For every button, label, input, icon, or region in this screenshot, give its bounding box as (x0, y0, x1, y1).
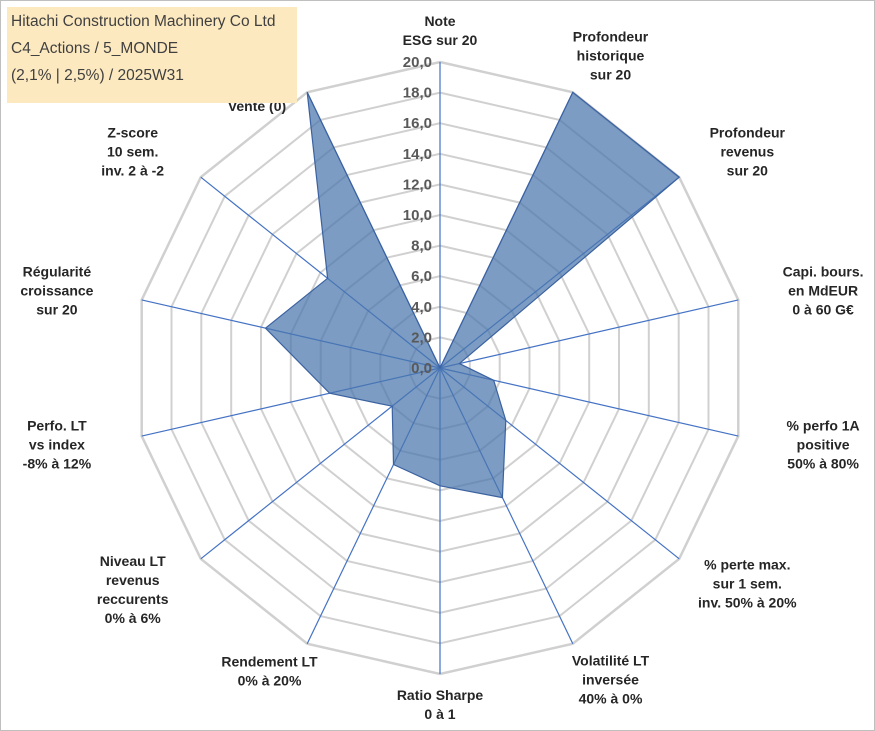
tick-label: 16,0 (403, 115, 432, 132)
category-label: reccurents (97, 591, 169, 607)
tick-label: 8,0 (411, 238, 432, 255)
category-label: positive (797, 437, 850, 453)
category-label: Profondeur (710, 125, 786, 141)
category-label: revenus (106, 572, 160, 588)
tick-label: 20,0 (403, 54, 432, 71)
tick-label: 14,0 (403, 146, 432, 163)
axis-spoke (439, 299, 739, 369)
category-label: Volatilité LT (572, 653, 650, 669)
category-label: croissance (20, 282, 93, 298)
category-label: Profondeur (573, 28, 649, 44)
tick-label: 2,0 (411, 329, 432, 346)
tick-label: 10,0 (403, 207, 432, 224)
category-label: inversée (582, 672, 639, 688)
category-label: revenus (720, 144, 774, 160)
category-label: inv. 2 à -2 (101, 163, 164, 179)
category-label: 0 à 1 (424, 706, 455, 722)
category-label: inv. 50% à 20% (698, 595, 797, 611)
category-label: Rendement LT (221, 654, 318, 670)
category-label: 0 à 60 G€ (792, 301, 854, 317)
category-label: sur 20 (590, 66, 631, 82)
category-label: ESG sur 20 (403, 32, 478, 48)
tick-label: 0,0 (411, 360, 432, 377)
category-label: Note (424, 13, 455, 29)
series-area (264, 91, 681, 499)
category-label: 0% à 6% (105, 610, 162, 626)
category-label: sur 1 sem. (713, 576, 782, 592)
title-box: Hitachi Construction Machinery Co Ltd C4… (7, 7, 297, 103)
title-params: (2,1% | 2,5%) / 2025W31 (11, 67, 184, 84)
category-label: -8% à 12% (23, 456, 92, 472)
category-label: 40% à 0% (579, 691, 643, 707)
title-company: Hitachi Construction Machinery Co Ltd (11, 13, 276, 30)
category-label: Niveau LT (100, 553, 166, 569)
category-label: Ratio Sharpe (397, 687, 484, 703)
category-label: Capi. bours. (783, 263, 864, 279)
category-label: historique (577, 47, 645, 63)
category-label: en MdEUR (788, 282, 858, 298)
tick-label: 4,0 (411, 299, 432, 316)
tick-label: 6,0 (411, 268, 432, 285)
category-label: % perfo 1A (787, 418, 860, 434)
category-label: Z-score (107, 125, 158, 141)
category-label: vs index (29, 437, 85, 453)
category-label: Perfo. LT (27, 418, 87, 434)
category-label: 50% à 80% (787, 456, 859, 472)
category-label: sur 20 (36, 301, 77, 317)
title-category: C4_Actions / 5_MONDE (11, 40, 179, 57)
tick-label: 12,0 (403, 176, 432, 193)
category-label: 0% à 20% (238, 673, 302, 689)
category-label: 10 sem. (107, 144, 158, 160)
category-label: Régularité (23, 263, 92, 279)
tick-label: 18,0 (403, 85, 432, 102)
category-label: sur 20 (727, 163, 768, 179)
category-label: % perte max. (704, 557, 790, 573)
